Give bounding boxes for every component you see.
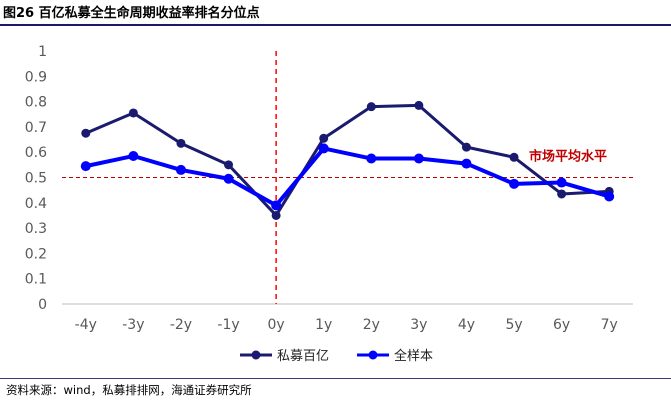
y-tick-label: 0.2 xyxy=(25,246,47,262)
figure-title: 图26 百亿私募全生命周期收益率排名分位点 xyxy=(3,6,260,21)
x-tick-label: 3y xyxy=(410,317,427,333)
x-tick-label: -3y xyxy=(122,317,144,333)
data-point xyxy=(509,152,519,162)
data-point xyxy=(413,153,424,164)
y-tick-label: 0.3 xyxy=(25,221,47,237)
legend-label: 私募百亿 xyxy=(277,349,329,364)
legend-item-private-10b: 私募百亿 xyxy=(240,349,329,364)
data-point xyxy=(224,160,234,170)
legend-item-full-sample: 全样本 xyxy=(357,348,433,364)
market-average-label: 市场平均水平 xyxy=(529,149,607,165)
data-point xyxy=(414,100,424,110)
x-axis-ticks: -4y -3y -2y -1y 0y 1y 2y 3y 4y 5y 6y 7y xyxy=(75,317,618,333)
y-tick-label: 0.5 xyxy=(25,171,47,187)
x-tick-label: -2y xyxy=(170,317,192,333)
y-tick-label: 0.8 xyxy=(25,95,47,111)
data-point xyxy=(461,158,472,169)
data-point xyxy=(509,178,520,189)
x-tick-label: 5y xyxy=(505,317,522,333)
data-point xyxy=(176,138,186,148)
data-point xyxy=(175,164,186,175)
y-tick-label: 0.6 xyxy=(25,145,47,161)
data-point xyxy=(319,133,329,143)
data-point xyxy=(556,177,567,188)
data-point xyxy=(604,191,615,202)
legend-swatch-marker xyxy=(368,350,378,360)
data-point xyxy=(128,150,139,161)
data-point xyxy=(80,161,91,172)
series-1 xyxy=(80,143,615,211)
footer-rule xyxy=(0,378,671,379)
data-point xyxy=(128,108,138,118)
data-point xyxy=(223,173,234,184)
y-tick-label: 0.4 xyxy=(25,196,47,212)
x-tick-label: 1y xyxy=(315,317,332,333)
data-point xyxy=(366,102,376,112)
y-tick-label: 1 xyxy=(38,44,47,60)
x-tick-label: 0y xyxy=(268,317,285,333)
data-point xyxy=(557,189,567,199)
data-point xyxy=(461,142,471,152)
series-line xyxy=(85,103,610,217)
data-point xyxy=(81,128,91,138)
legend-swatch-marker xyxy=(251,350,261,360)
source-note: 资料来源：wind，私募排排网，海通证券研究所 xyxy=(6,383,252,397)
x-tick-label: 2y xyxy=(363,317,380,333)
title-rule xyxy=(0,24,671,26)
x-tick-label: -4y xyxy=(75,317,97,333)
line-chart: 00.10.20.30.40.50.60.70.80.91 -4y -3y -2y -… xyxy=(25,44,633,364)
y-tick-label: 0.1 xyxy=(25,272,47,288)
data-point xyxy=(366,153,377,164)
x-tick-label: -1y xyxy=(217,317,239,333)
legend: 私募百亿 全样本 xyxy=(240,348,433,364)
x-tick-label: 7y xyxy=(601,317,618,333)
data-point xyxy=(318,143,329,154)
y-tick-label: 0.9 xyxy=(25,69,47,85)
data-point xyxy=(271,210,281,220)
y-tick-label: 0.7 xyxy=(25,120,47,136)
series-line xyxy=(85,146,610,208)
series-layer xyxy=(80,100,615,220)
y-axis-ticks: 0 0.1 0.2 0.3 0.4 0.5 0.6 0.7 0.8 0.9 1 xyxy=(25,44,47,313)
data-point xyxy=(271,200,282,211)
legend-label: 全样本 xyxy=(394,348,433,364)
y-tick-label: 0 xyxy=(38,297,47,313)
x-tick-label: 4y xyxy=(458,317,475,333)
x-tick-label: 6y xyxy=(553,317,570,333)
